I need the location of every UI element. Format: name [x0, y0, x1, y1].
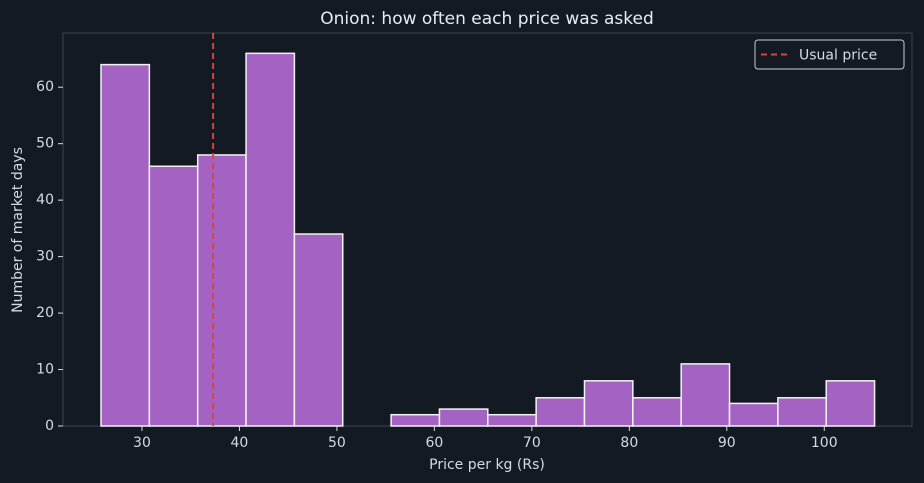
y-tick-label: 50 [36, 136, 54, 152]
histogram-bar [100, 63, 151, 427]
histogram-bar [825, 380, 876, 427]
histogram-bar [535, 397, 586, 427]
histogram-bar [245, 52, 296, 427]
legend-box [754, 39, 905, 70]
x-tick-label: 60 [425, 435, 443, 451]
histogram-bar [293, 233, 344, 427]
y-tick-label: 0 [45, 418, 54, 434]
y-tick-label: 40 [36, 192, 54, 208]
x-axis-label: Price per kg (Rs) [429, 457, 545, 473]
x-tick-label: 40 [231, 435, 249, 451]
x-tick-label: 100 [811, 435, 838, 451]
histogram-bar [728, 402, 779, 427]
y-tick-label: 20 [36, 305, 54, 321]
x-tick-label: 80 [620, 435, 638, 451]
histogram-bar [390, 413, 441, 427]
histogram-bar [680, 363, 731, 427]
y-tick-label: 10 [36, 362, 54, 378]
histogram-bar [196, 154, 247, 427]
y-axis-label: Number of market days [10, 147, 26, 313]
x-tick-label: 70 [523, 435, 541, 451]
histogram-bar [148, 165, 199, 427]
histogram-bar [777, 397, 827, 427]
x-tick-label: 50 [328, 435, 346, 451]
legend-label: Usual price [799, 48, 877, 64]
x-tick-label: 90 [718, 435, 736, 451]
histogram-bar [632, 397, 682, 427]
y-tick-label: 30 [36, 249, 54, 265]
x-tick-label: 30 [133, 435, 151, 451]
histogram-bar [487, 413, 537, 427]
histogram-bar [438, 408, 489, 427]
chart-title: Onion: how often each price was asked [320, 9, 654, 29]
histogram-bar [583, 380, 634, 427]
y-tick-label: 60 [36, 79, 54, 95]
